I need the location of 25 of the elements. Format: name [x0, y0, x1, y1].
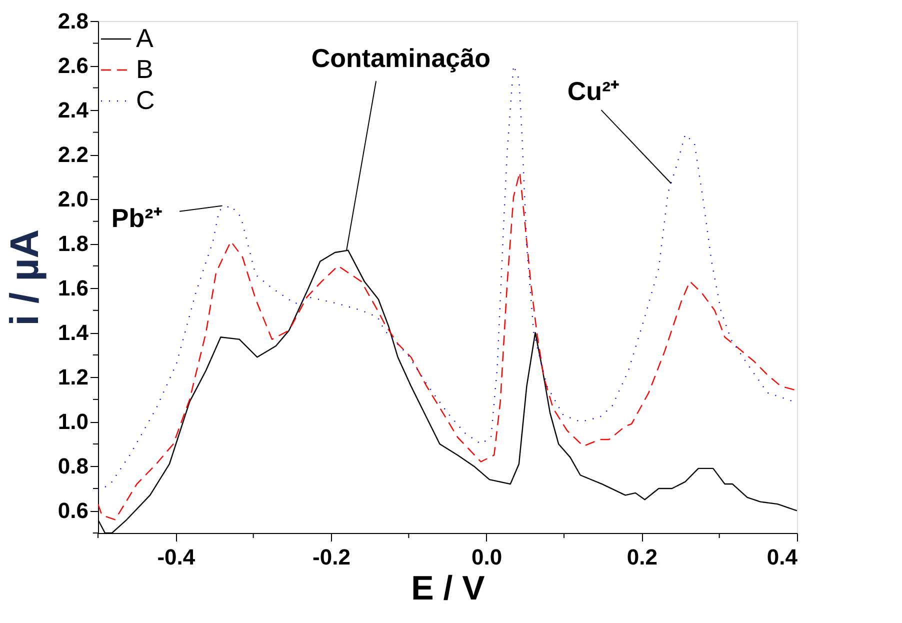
y-tick-label: 0.8 — [58, 454, 88, 479]
y-tick-label: 1.4 — [58, 320, 90, 346]
y-tick-label: 0.6 — [58, 498, 88, 524]
y-tick-label: 2.8 — [58, 8, 88, 34]
annotation: Pb²⁺ — [111, 203, 162, 234]
legend-label: C — [136, 85, 155, 115]
annotation: Cu²⁺ — [567, 76, 620, 106]
y-tick-label: 1.8 — [58, 231, 88, 256]
y-tick-label: 1.6 — [58, 276, 88, 301]
x-tick-label: 0.4 — [766, 544, 798, 570]
y-tick-label: 2.2 — [58, 142, 88, 168]
y-axis-title: i / µA — [2, 229, 47, 326]
legend-label: A — [136, 23, 154, 53]
y-tick-label: 2.4 — [58, 98, 90, 123]
x-tick-label: 0.2 — [626, 544, 658, 570]
x-tick-label: 0.0 — [472, 544, 502, 570]
x-tick-label: -0.2 — [312, 544, 350, 570]
y-tick-label: 2.0 — [58, 186, 88, 212]
legend-label: B — [136, 54, 154, 84]
y-tick-label: 2.6 — [58, 53, 88, 78]
annotation: Contaminação — [311, 42, 490, 73]
x-tick-label: -0.4 — [157, 544, 196, 570]
y-tick-label: 1.0 — [58, 409, 88, 434]
y-tick-label: 1.2 — [58, 364, 88, 390]
x-axis-title: E / V — [411, 570, 486, 608]
